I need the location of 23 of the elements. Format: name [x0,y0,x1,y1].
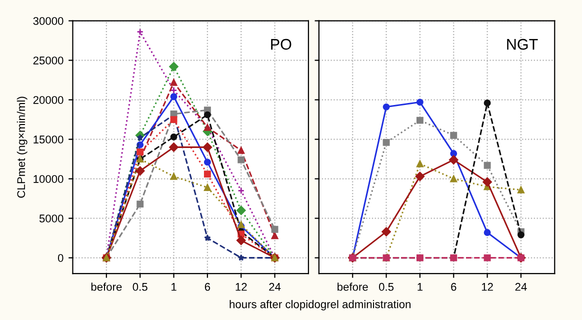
y-tick-label: 5000 [39,214,64,222]
text: NGT [507,38,538,50]
x-tick-label: 0.5 [378,282,394,291]
x-tick-label: 24 [269,282,281,291]
y-tick-label: 30000 [33,17,64,25]
y-tick-label: 10000 [34,175,64,183]
x-tick-label: before [91,282,122,291]
x-axis-title: hours after clopidogrel administration [230,300,410,310]
x-tick-label: 1 [172,283,176,291]
y-axis-title: CLPmet (ng×min/ml) [16,96,28,198]
y-tick-label: 20000 [33,96,64,104]
x-tick-label: 0.5 [132,282,148,291]
text: PO [271,38,292,50]
x-tick-label: 1 [418,283,422,291]
x-tick-label: 12 [236,282,247,291]
x-tick-label: 12 [482,282,493,291]
x-tick-label: 6 [451,282,456,291]
x-tick-label: 24 [515,282,527,291]
y-tick-label: 0 [58,254,64,262]
y-tick-label: 25000 [33,56,64,64]
y-tick-label: 15000 [34,136,64,144]
x-tick-label: 6 [204,282,210,291]
x-tick-label: before [338,282,368,291]
